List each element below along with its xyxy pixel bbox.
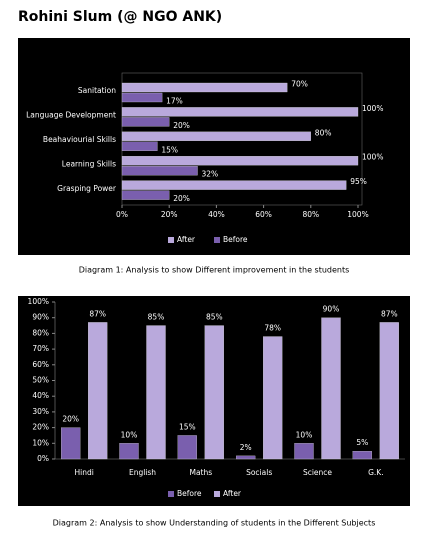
category-label: Sanitation bbox=[78, 86, 116, 95]
y-tick-label: 80% bbox=[32, 328, 49, 337]
value-label: 100% bbox=[362, 153, 383, 162]
value-label: 32% bbox=[202, 170, 219, 179]
category-label: Language Development bbox=[26, 111, 116, 120]
bar bbox=[294, 443, 314, 460]
category-label: Science bbox=[303, 468, 332, 477]
value-label: 78% bbox=[264, 324, 281, 333]
value-label: 10% bbox=[121, 430, 138, 439]
value-label: 20% bbox=[62, 415, 79, 424]
value-label: 70% bbox=[291, 80, 308, 89]
value-label: 90% bbox=[323, 305, 340, 314]
value-label: 87% bbox=[89, 309, 106, 318]
legend-label: Before bbox=[177, 489, 202, 498]
bar bbox=[263, 336, 283, 460]
y-tick-label: 20% bbox=[32, 423, 49, 432]
y-tick-label: 60% bbox=[32, 360, 49, 369]
value-label: 5% bbox=[356, 438, 368, 447]
value-label: 20% bbox=[173, 121, 190, 130]
bar bbox=[121, 92, 163, 103]
bar bbox=[352, 450, 372, 460]
bar bbox=[177, 435, 197, 460]
x-tick-label: 100% bbox=[347, 210, 368, 219]
bar bbox=[121, 190, 170, 200]
value-label: 95% bbox=[350, 177, 367, 186]
bar bbox=[236, 455, 256, 460]
bar bbox=[121, 117, 170, 127]
bar bbox=[204, 325, 224, 460]
caption: Diagram 1: Analysis to show Different im… bbox=[79, 266, 350, 275]
legend-swatch bbox=[168, 237, 174, 243]
category-label: Hindi bbox=[75, 468, 94, 477]
page-title: Rohini Slum (@ NGO ANK) bbox=[18, 9, 222, 25]
value-label: 85% bbox=[206, 313, 223, 322]
category-label: Maths bbox=[189, 468, 212, 477]
caption: Diagram 2: Analysis to show Understandin… bbox=[53, 519, 376, 528]
bar bbox=[121, 141, 158, 151]
y-tick-label: 100% bbox=[28, 297, 49, 306]
chart-1-frame bbox=[18, 38, 410, 255]
bar bbox=[146, 325, 166, 460]
x-tick-label: 0% bbox=[116, 210, 128, 219]
y-tick-label: 50% bbox=[32, 376, 49, 385]
value-label: 85% bbox=[148, 313, 165, 322]
value-label: 2% bbox=[240, 443, 252, 452]
legend-swatch bbox=[214, 237, 220, 243]
value-label: 87% bbox=[381, 309, 398, 318]
bar bbox=[119, 443, 139, 460]
x-tick-label: 20% bbox=[161, 210, 178, 219]
x-tick-label: 80% bbox=[302, 210, 319, 219]
bar bbox=[121, 82, 288, 93]
category-label: Grasping Power bbox=[57, 184, 117, 193]
y-tick-label: 90% bbox=[32, 313, 49, 322]
category-label: Learning Skills bbox=[62, 159, 116, 168]
bar bbox=[121, 131, 311, 141]
value-label: 15% bbox=[161, 145, 178, 154]
x-tick-label: 60% bbox=[255, 210, 272, 219]
x-tick-label: 40% bbox=[208, 210, 225, 219]
bar bbox=[121, 156, 359, 166]
bar bbox=[121, 166, 198, 176]
bar bbox=[121, 107, 359, 117]
legend-label: After bbox=[177, 235, 196, 244]
value-label: 10% bbox=[296, 430, 313, 439]
bar bbox=[321, 317, 341, 460]
legend-label: Before bbox=[223, 235, 248, 244]
category-label: English bbox=[129, 468, 156, 477]
y-tick-label: 0% bbox=[37, 454, 49, 463]
legend-label: After bbox=[223, 489, 242, 498]
value-label: 20% bbox=[173, 194, 190, 203]
y-tick-label: 10% bbox=[32, 438, 49, 447]
category-label: Socials bbox=[246, 468, 272, 477]
bar bbox=[61, 427, 81, 460]
y-tick-label: 30% bbox=[32, 407, 49, 416]
category-label: G.K. bbox=[368, 468, 384, 477]
value-label: 15% bbox=[179, 422, 196, 431]
bar bbox=[88, 322, 108, 460]
bar bbox=[379, 322, 399, 460]
value-label: 80% bbox=[315, 128, 332, 137]
category-label: Beahaviourial Skills bbox=[43, 135, 116, 144]
legend-swatch bbox=[168, 491, 174, 497]
y-tick-label: 40% bbox=[32, 391, 49, 400]
legend-swatch bbox=[214, 491, 220, 497]
bar bbox=[121, 180, 347, 190]
y-tick-label: 70% bbox=[32, 344, 49, 353]
value-label: 17% bbox=[166, 97, 183, 106]
value-label: 100% bbox=[362, 104, 383, 113]
